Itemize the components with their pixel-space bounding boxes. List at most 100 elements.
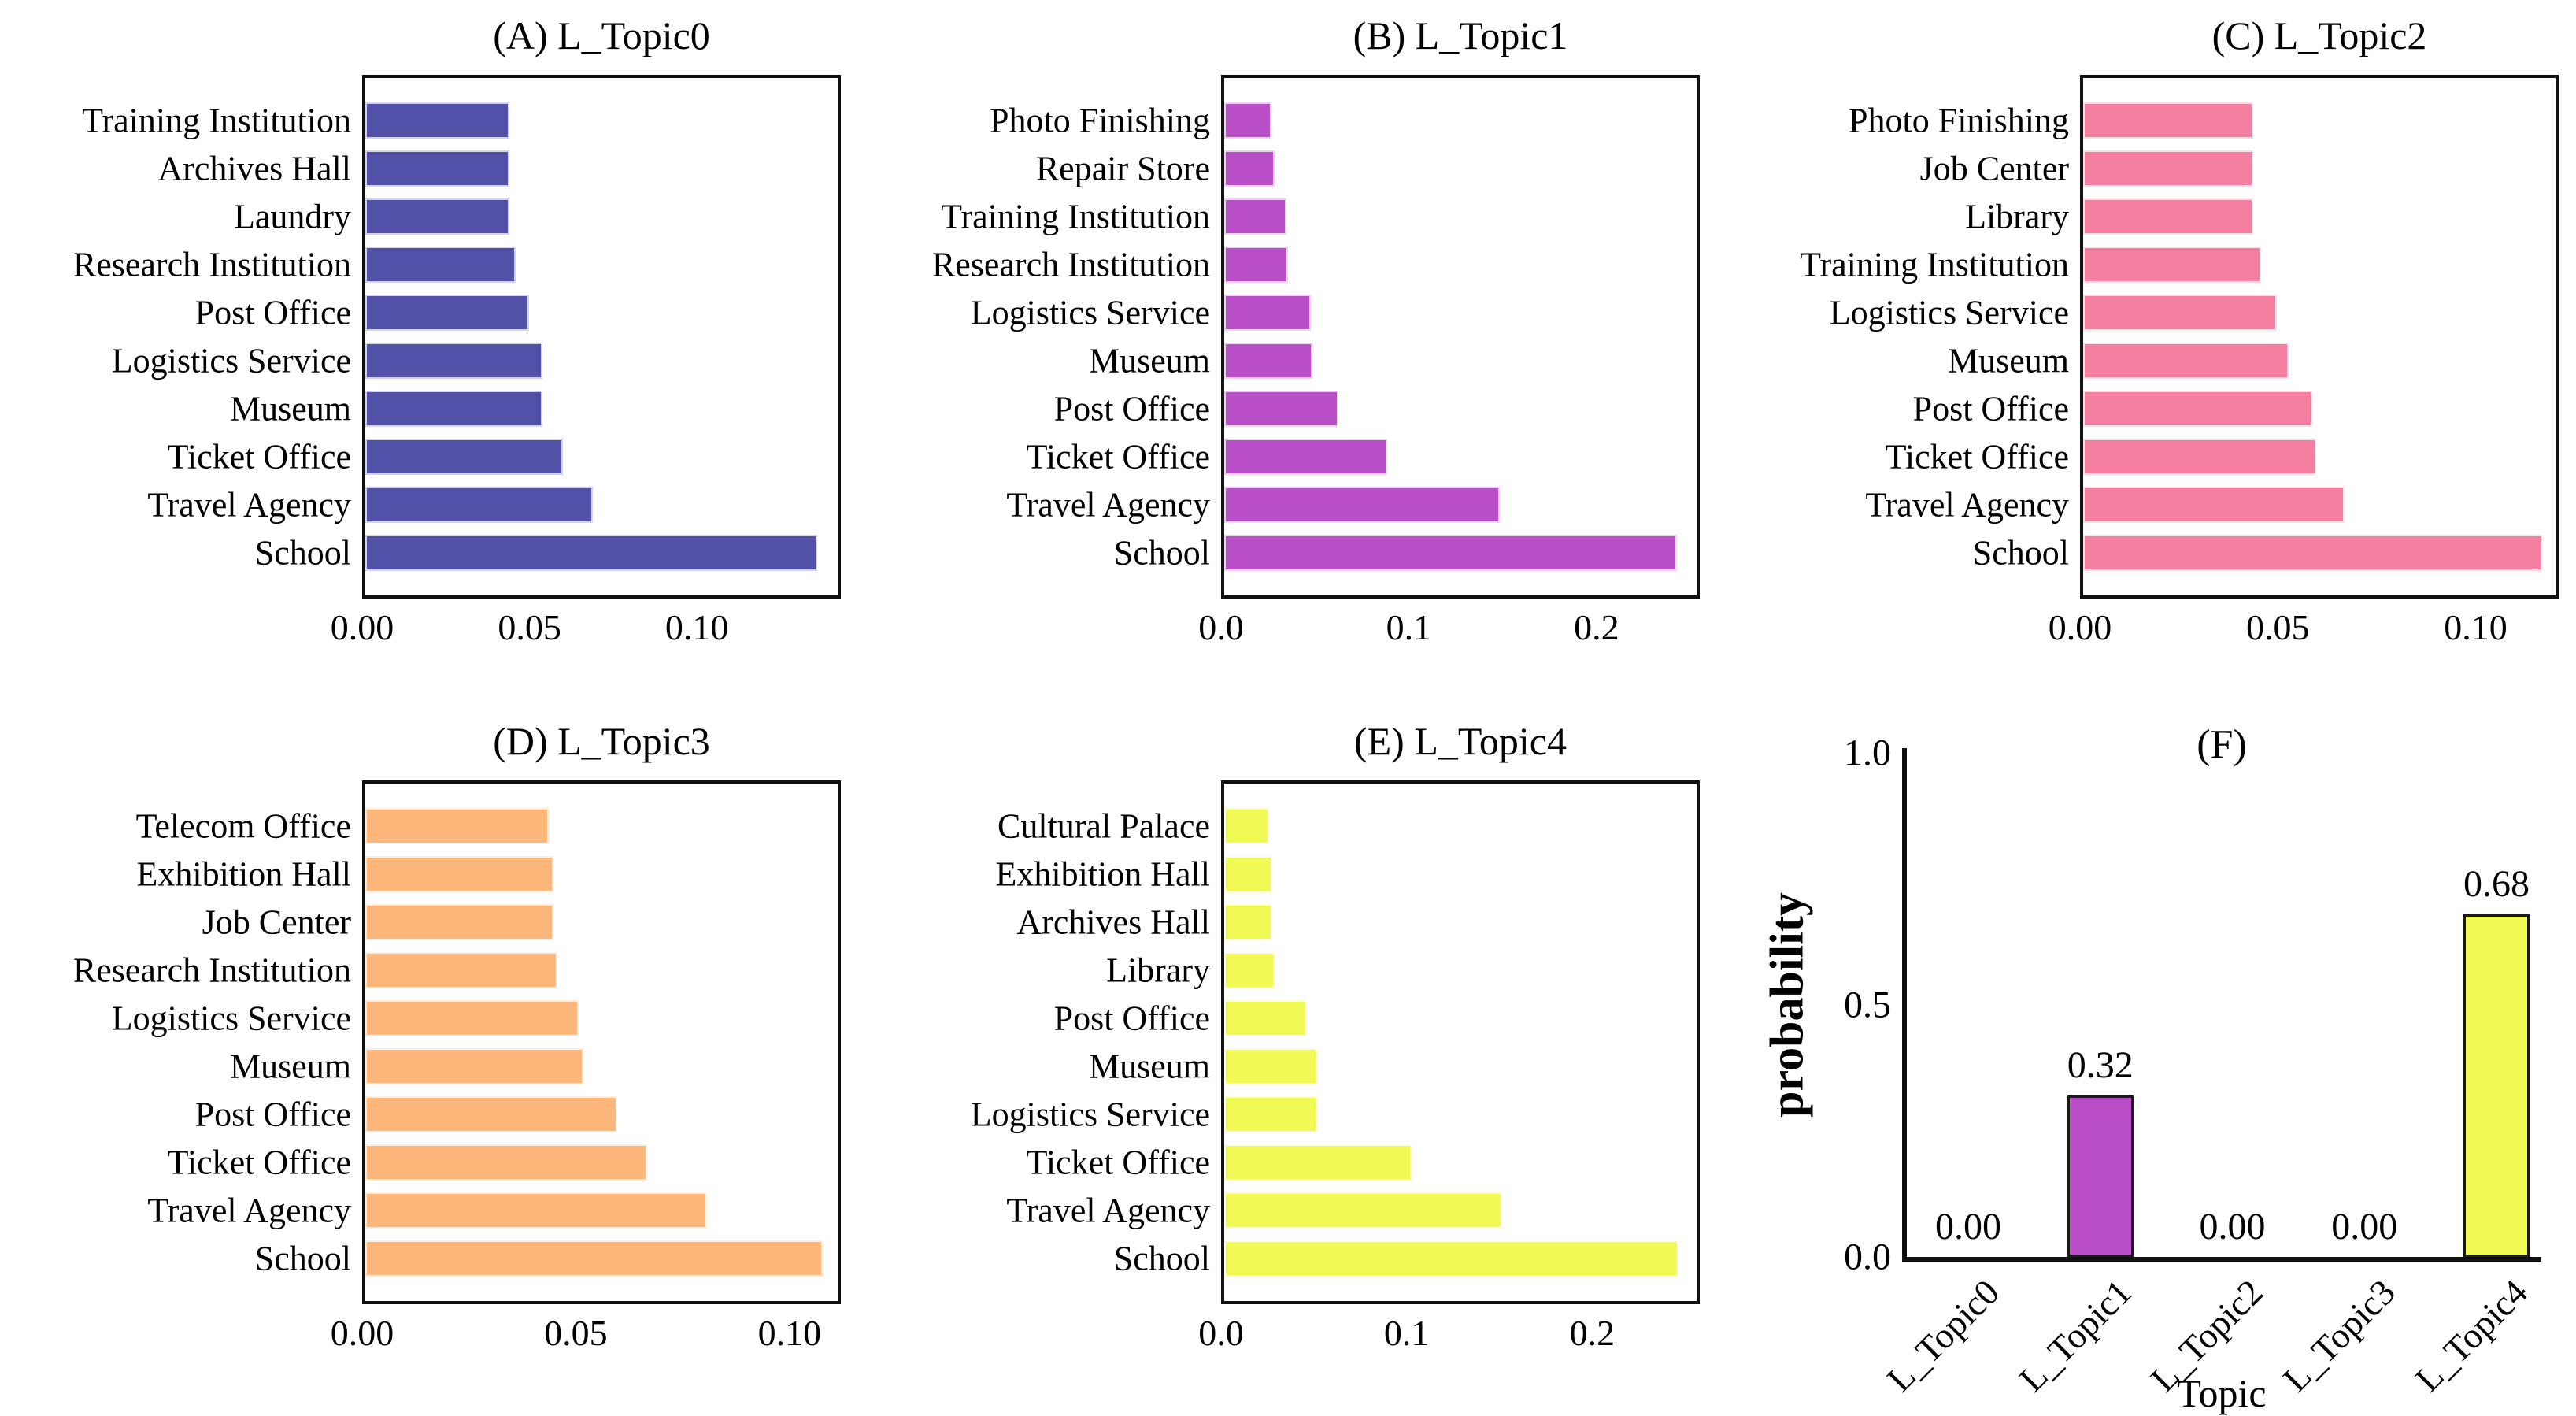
bar-job-center <box>365 903 553 940</box>
category-label-travel-agency: Travel Agency <box>1006 485 1210 525</box>
bar-logistics-service <box>1224 294 1311 331</box>
panel-A: (A) L_Topic0 Training Institution Archives… <box>0 0 858 706</box>
category-label-training-institution: Training Institution <box>941 197 1210 236</box>
category-label-ticket-office: Ticket Office <box>1885 437 2069 476</box>
bar-museum <box>1224 1048 1317 1085</box>
bar-school <box>1224 1240 1679 1277</box>
x-tick-label-C-0: 0.00 <box>2048 607 2112 647</box>
category-label-museum: Museum <box>1089 341 1210 380</box>
bar-ticket-office <box>1224 439 1388 476</box>
category-label-travel-agency: Travel Agency <box>147 1191 351 1230</box>
bar-telecom-office <box>365 807 550 844</box>
category-label-cultural-palace: Cultural Palace <box>997 806 1210 846</box>
panel-F: (F) probability 0.0 0.5 1.0 0.00 L_Topic0 0.32 L… <box>1718 706 2576 1415</box>
panel-C: (C) L_Topic2 Photo Finishing Job Center Lib… <box>1718 0 2576 706</box>
plot-area-B <box>1221 75 1700 599</box>
plot-area-A <box>362 75 841 599</box>
value-label-l-topic4: 0.68 <box>2463 862 2530 905</box>
category-label-training-institution: Training Institution <box>1800 245 2069 284</box>
category-label-training-institution: Training Institution <box>82 101 351 140</box>
bar-exhibition-hall <box>1224 855 1273 892</box>
category-label-post-office: Post Office <box>1912 389 2069 428</box>
category-label-school: School <box>1113 1239 1210 1278</box>
x-tick-label-B-1: 0.1 <box>1386 607 1432 647</box>
bar-post-office <box>1224 999 1306 1036</box>
bar-logistics-service <box>365 343 543 380</box>
bar-training-institution <box>365 102 509 139</box>
bar-training-institution <box>2083 246 2262 283</box>
category-label-photo-finishing: Photo Finishing <box>990 101 1210 140</box>
category-label-school: School <box>254 1239 351 1278</box>
category-label-logistics-service: Logistics Service <box>111 341 351 380</box>
x-tick-label-E-0: 0.0 <box>1198 1313 1244 1353</box>
category-label-archives-hall: Archives Hall <box>1016 903 1210 942</box>
category-label-post-office: Post Office <box>194 1095 351 1134</box>
category-label-travel-agency: Travel Agency <box>147 485 351 525</box>
panel-title-E: (E) L_Topic4 <box>1353 719 1567 763</box>
bar-photo-finishing <box>1224 102 1271 139</box>
category-label-library: Library <box>1965 197 2069 236</box>
category-label-school: School <box>1972 533 2069 573</box>
category-label-photo-finishing: Photo Finishing <box>1849 101 2069 140</box>
bar-ticket-office <box>365 1144 648 1181</box>
bar-logistics-service <box>1224 1096 1317 1133</box>
bar-repair-store <box>1224 150 1275 187</box>
x-axis-line <box>1902 1257 2541 1262</box>
bar-logistics-service <box>365 999 579 1036</box>
x-tick-label-A-2: 0.10 <box>664 607 729 647</box>
x-tick-label-E-2: 0.2 <box>1569 1313 1616 1353</box>
category-label-repair-store: Repair Store <box>1035 149 1210 188</box>
bar-cultural-palace <box>1224 807 1269 844</box>
bar-post-office <box>2083 391 2313 428</box>
bar-post-office <box>365 294 530 331</box>
panel-title-C: (C) L_Topic2 <box>2211 13 2427 57</box>
category-label-research-institution: Research Institution <box>72 245 351 284</box>
x-tick-label-A-1: 0.05 <box>498 607 561 647</box>
panel-B: (B) L_Topic1 Photo Finishing Repair Store T… <box>859 0 1717 706</box>
bar-travel-agency <box>365 1192 708 1229</box>
bar-travel-agency <box>1224 1192 1503 1229</box>
value-label-l-topic2: 0.00 <box>2199 1206 2266 1247</box>
bar-library <box>2083 198 2254 235</box>
x-tick-label-C-2: 0.10 <box>2444 607 2508 647</box>
bar-l-topic4 <box>2463 914 2530 1257</box>
category-label-ticket-office: Ticket Office <box>1026 1143 1210 1182</box>
x-tick-label-D-2: 0.10 <box>757 1313 822 1353</box>
bar-school <box>365 535 817 572</box>
y-tick-label-1: 0.5 <box>1844 984 1891 1026</box>
category-label-travel-agency: Travel Agency <box>1006 1191 1210 1230</box>
bar-travel-agency <box>365 487 594 524</box>
category-label-travel-agency: Travel Agency <box>1865 485 2069 525</box>
category-label-post-office: Post Office <box>194 293 351 332</box>
bar-ticket-office <box>2083 439 2317 476</box>
panel-title-F: (F) <box>2197 722 2247 767</box>
bar-museum <box>2083 343 2289 380</box>
y-tick-label-2: 1.0 <box>1844 732 1891 774</box>
category-label-job-center: Job Center <box>1919 149 2069 188</box>
panel-title-B: (B) L_Topic1 <box>1353 13 1568 57</box>
x-tick-label-B-2: 0.2 <box>1574 607 1619 647</box>
bar-l-topic1 <box>2067 1095 2134 1257</box>
category-label-logistics-service: Logistics Service <box>970 293 1210 332</box>
category-label-exhibition-hall: Exhibition Hall <box>136 854 351 894</box>
plot-area-D <box>362 780 841 1304</box>
bar-archives-hall <box>1224 903 1273 940</box>
category-label-logistics-service: Logistics Service <box>970 1095 1210 1134</box>
bar-school <box>365 1240 823 1277</box>
bar-travel-agency <box>2083 487 2345 524</box>
category-label-museum: Museum <box>1089 1047 1210 1086</box>
bar-post-office <box>1224 391 1339 428</box>
bar-logistics-service <box>2083 294 2278 331</box>
bar-exhibition-hall <box>365 855 553 892</box>
category-label-school: School <box>1113 533 1210 573</box>
value-label-l-topic3: 0.00 <box>2331 1206 2398 1247</box>
bar-research-institution <box>365 246 516 283</box>
category-label-exhibition-hall: Exhibition Hall <box>995 854 1210 894</box>
bar-archives-hall <box>365 150 509 187</box>
category-label-museum: Museum <box>230 1047 351 1086</box>
category-label-ticket-office: Ticket Office <box>1026 437 1210 476</box>
x-tick-label-D-0: 0.00 <box>330 1313 394 1353</box>
bar-museum <box>365 391 543 428</box>
bar-job-center <box>2083 150 2254 187</box>
bar-library <box>1224 951 1275 988</box>
